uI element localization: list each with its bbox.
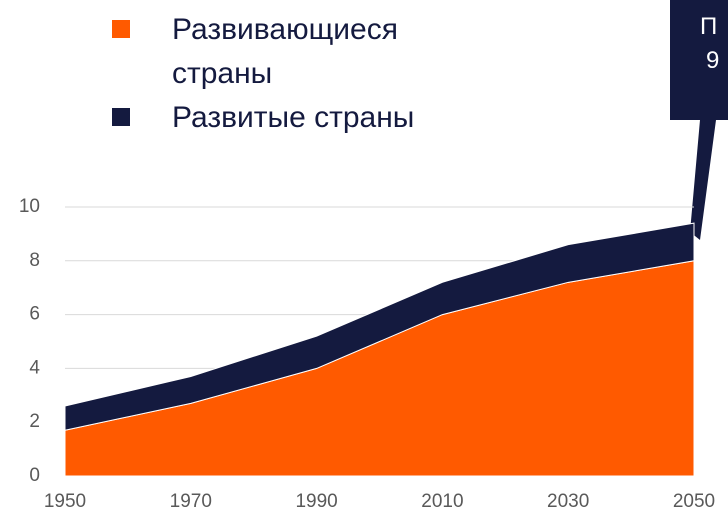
y-tick-label: 0: [29, 465, 40, 486]
legend-swatch: [112, 20, 130, 38]
x-tick-label: 1950: [44, 491, 86, 512]
y-tick-label: 6: [29, 304, 40, 325]
legend-item: Развивающиеся страны: [100, 8, 520, 96]
legend: Развивающиеся страны Развитые страны: [100, 8, 520, 140]
x-tick-label: 2030: [547, 491, 589, 512]
legend-swatch: [112, 108, 130, 126]
legend-item: Развитые страны: [100, 96, 520, 140]
y-tick-label: 8: [29, 250, 40, 271]
x-tick-label: 2050: [673, 491, 715, 512]
annotation: П: [700, 13, 718, 40]
y-tick-label: 10: [19, 196, 40, 217]
legend-label: Развитые страны: [172, 101, 415, 134]
x-tick-label: 2010: [421, 491, 463, 512]
x-tick-label: 1990: [295, 491, 337, 512]
y-tick-label: 4: [29, 357, 40, 378]
callout-box: [670, 0, 728, 240]
y-tick-label: 2: [29, 411, 40, 432]
legend-label: Развивающиеся страны: [172, 13, 398, 90]
annotation: 9: [706, 47, 720, 74]
x-tick-label: 1970: [170, 491, 212, 512]
area: [64, 222, 695, 431]
